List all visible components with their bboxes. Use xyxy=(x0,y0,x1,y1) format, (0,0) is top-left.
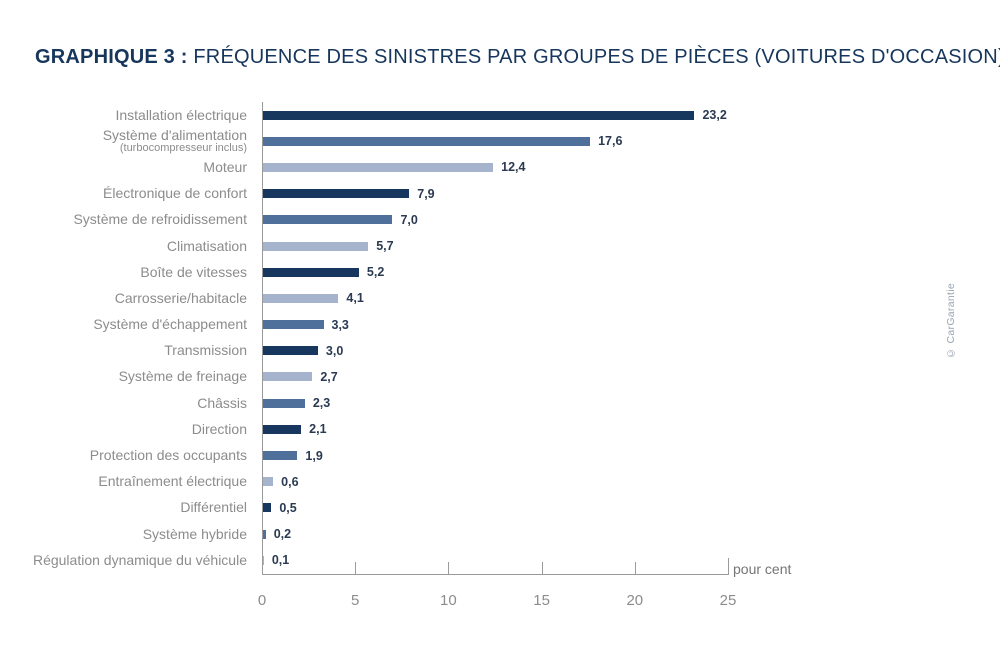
value-label: 0,2 xyxy=(273,527,292,542)
bar-row: Châssis 2,3 xyxy=(0,390,1000,416)
category-label: Électronique de confort xyxy=(103,185,247,202)
axis-tick-label: 25 xyxy=(719,592,737,609)
category-label: Carrosserie/habitacle xyxy=(114,289,247,306)
category-label: Entraînement électrique xyxy=(98,473,247,490)
axis-tick xyxy=(728,558,729,574)
bar xyxy=(262,477,274,487)
axis-tick-label: 20 xyxy=(626,592,644,609)
bar xyxy=(262,293,339,303)
value-label: 0,1 xyxy=(271,553,290,568)
bar xyxy=(262,372,313,382)
axis-tick-label: 5 xyxy=(351,592,360,609)
bar xyxy=(262,529,266,539)
axis-tick xyxy=(355,562,357,574)
category-label: Régulation dynamique du véhicule xyxy=(32,551,247,568)
value-label: 12,4 xyxy=(501,160,526,175)
bar-row: Carrosserie/habitacle 4,1 xyxy=(0,285,1000,311)
bar-row: Climatisation 5,7 xyxy=(0,233,1000,259)
y-axis-baseline xyxy=(262,102,263,574)
bar-row: Système de freinage 2,7 xyxy=(0,364,1000,390)
value-label: 1,9 xyxy=(305,448,323,463)
bar xyxy=(262,215,393,225)
category-label: Système de refroidissement xyxy=(73,211,247,228)
category-label: Installation électrique xyxy=(115,106,247,123)
bar xyxy=(262,424,302,434)
copyright-credit: © CarGarantie xyxy=(945,283,957,360)
category-label: Système d'alimentation (turbocompresseur … xyxy=(0,128,247,154)
axis-tick-label: 15 xyxy=(533,592,550,609)
value-label: 23,2 xyxy=(702,108,727,123)
bar xyxy=(262,503,272,513)
bar-row: Moteur 12,4 xyxy=(0,154,1000,180)
bar xyxy=(262,398,305,408)
value-label: 3,0 xyxy=(325,343,344,358)
axis-tick-label: 0 xyxy=(257,592,267,609)
bar-row: Système d'alimentation (turbocompresseur … xyxy=(0,128,1000,154)
bar-row: Système d'échappement 3,3 xyxy=(0,312,1000,338)
bar xyxy=(262,189,410,199)
bar-row: Système de refroidissement 7,0 xyxy=(0,207,1000,233)
chart-title-text: FRÉQUENCE DES SINISTRES PAR GROUPES DE P… xyxy=(187,46,1000,68)
bar-row: Protection des occupants 1,9 xyxy=(0,442,1000,468)
category-label: Système d'échappement xyxy=(93,316,247,333)
bar xyxy=(262,110,695,120)
bar-row: Installation électrique 23,2 xyxy=(0,102,1000,128)
axis-tick xyxy=(448,562,450,574)
value-label: 3,3 xyxy=(331,317,349,332)
category-label: Direction xyxy=(191,420,247,437)
category-label: Système hybride xyxy=(142,525,247,542)
bar-row: Transmission 3,0 xyxy=(0,338,1000,364)
value-label: 7,0 xyxy=(400,212,418,227)
bar-row: Différentiel 0,5 xyxy=(0,495,1000,521)
bar xyxy=(262,136,591,146)
category-label: Châssis xyxy=(197,394,247,411)
value-label: 5,7 xyxy=(376,239,394,254)
bar xyxy=(262,320,324,330)
axis-unit-label: pour cent xyxy=(733,561,792,577)
bar xyxy=(262,241,369,251)
bar-chart: Installation électrique 23,2 Système d'ali… xyxy=(0,102,1000,573)
chart-title: GRAPHIQUE 3 : FRÉQUENCE DES SINISTRES PA… xyxy=(35,46,1000,69)
category-label: Protection des occupants xyxy=(89,447,247,464)
bar-row: Boîte de vitesses 5,2 xyxy=(0,259,1000,285)
bar xyxy=(262,267,359,277)
bar-row: Entraînement électrique 0,6 xyxy=(0,469,1000,495)
bar xyxy=(262,451,298,461)
category-label: Boîte de vitesses xyxy=(140,263,247,280)
category-sublabel: (turbocompresseur inclus) xyxy=(119,142,247,155)
chart-title-prefix: GRAPHIQUE 3 : xyxy=(35,46,188,68)
value-label: 17,6 xyxy=(598,134,623,149)
value-label: 0,5 xyxy=(279,500,297,515)
bar-row: Électronique de confort 7,9 xyxy=(0,181,1000,207)
value-label: 5,2 xyxy=(366,265,385,280)
value-label: 2,3 xyxy=(312,396,331,411)
value-label: 7,9 xyxy=(417,186,435,201)
axis-tick xyxy=(634,562,636,574)
value-label: 4,1 xyxy=(346,291,364,306)
category-label: Climatisation xyxy=(166,237,247,254)
category-label: Transmission xyxy=(164,342,247,359)
bar-row: Régulation dynamique du véhicule 0,1 xyxy=(0,547,1000,573)
bar xyxy=(262,162,494,172)
value-label: 0,6 xyxy=(281,474,299,489)
category-label: Différentiel xyxy=(180,499,247,516)
value-label: 2,7 xyxy=(320,369,338,384)
axis-tick-label: 10 xyxy=(440,592,457,609)
bar-row: Système hybride 0,2 xyxy=(0,521,1000,547)
bar-row: Direction 2,1 xyxy=(0,416,1000,442)
bar xyxy=(262,346,318,356)
category-label: Moteur xyxy=(203,158,247,175)
category-label: Système de freinage xyxy=(118,368,247,385)
value-label: 2,1 xyxy=(309,422,327,437)
axis-tick xyxy=(541,562,543,574)
x-axis-line xyxy=(262,574,729,575)
